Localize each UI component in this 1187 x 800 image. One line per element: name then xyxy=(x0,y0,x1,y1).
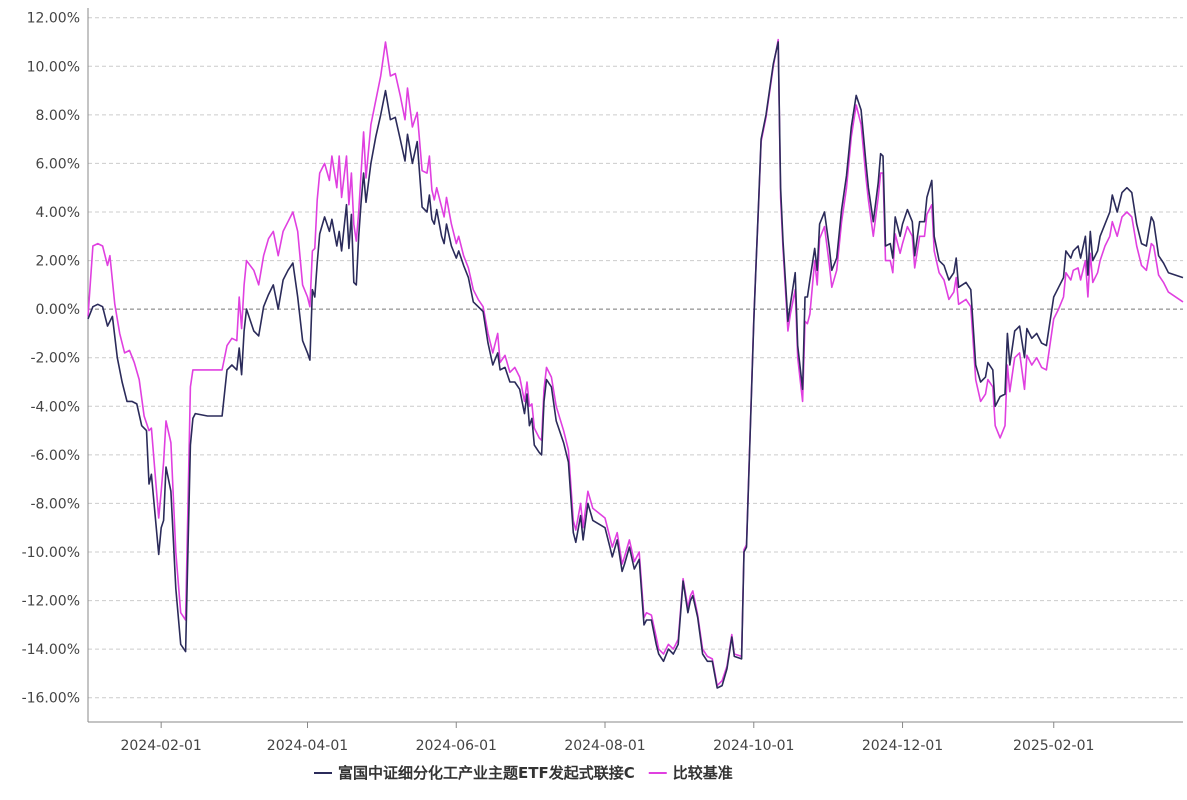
y-tick-label: -8.00% xyxy=(30,496,80,512)
legend-label-benchmark: 比较基准 xyxy=(673,764,733,782)
series-line-benchmark xyxy=(87,38,1184,687)
axis-layer: 12.00% 10.00% 8.00% 6.00% 4.00% 2.00% 0.00% -2.… xyxy=(22,8,1183,754)
y-tick-label: -4.00% xyxy=(30,399,80,415)
x-tick-label: 2024-12-01 xyxy=(862,738,943,754)
series-line-fund xyxy=(87,41,1184,689)
y-tick-label: -16.00% xyxy=(22,691,80,707)
y-tick-label: 4.00% xyxy=(36,205,80,221)
y-tick-label: 6.00% xyxy=(36,156,80,172)
y-tick-label: 2.00% xyxy=(36,254,80,270)
y-tick-label: -6.00% xyxy=(30,448,80,464)
y-tick-label: 0.00% xyxy=(36,302,80,318)
y-tick-label: -14.00% xyxy=(22,642,80,658)
x-tick-label: 2025-02-01 xyxy=(1013,738,1094,754)
x-tick-label: 2024-10-01 xyxy=(713,738,794,754)
legend-label-fund: 富国中证细分化工产业主题ETF发起式联接C xyxy=(338,764,635,782)
x-tick-label: 2024-02-01 xyxy=(120,738,201,754)
grid-layer xyxy=(88,17,1183,699)
y-tick-label: -10.00% xyxy=(22,545,80,561)
y-tick-label: 10.00% xyxy=(27,59,80,75)
y-tick-label: 12.00% xyxy=(27,11,80,27)
x-tick-label: 2024-06-01 xyxy=(416,738,497,754)
x-tick-label: 2024-08-01 xyxy=(564,738,645,754)
series-layer xyxy=(87,38,1184,689)
y-tick-label: -12.00% xyxy=(22,594,80,610)
x-tick-label: 2024-04-01 xyxy=(267,738,348,754)
legend: 富国中证细分化工产业主题ETF发起式联接C 比较基准 xyxy=(314,764,733,782)
y-tick-label: -2.00% xyxy=(30,351,80,367)
y-tick-label: 8.00% xyxy=(36,108,80,124)
